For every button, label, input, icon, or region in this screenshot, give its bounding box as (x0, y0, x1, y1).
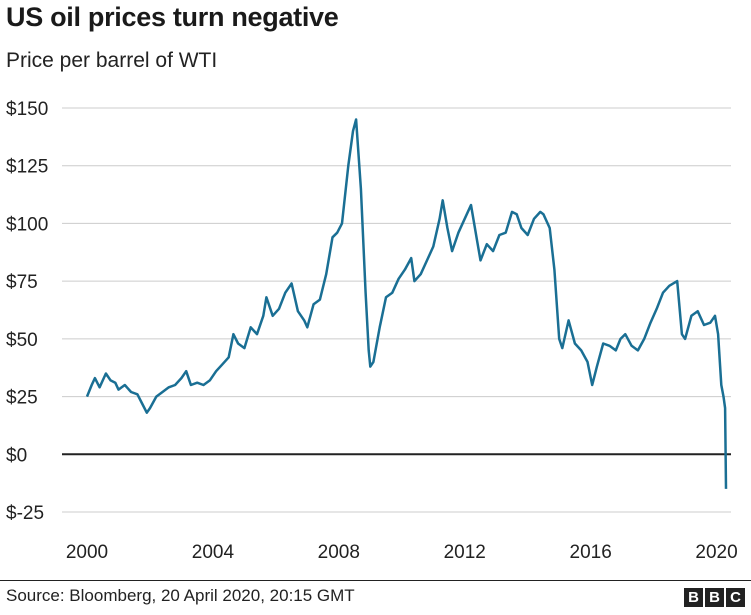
y-tick-label: $50 (6, 330, 38, 351)
y-axis-ticks: $150 $125 $100 $75 $50 $25 $0 $-25 (6, 99, 48, 524)
y-tick-label: $25 (6, 388, 38, 409)
x-tick-label: 2012 (444, 542, 486, 563)
x-axis-ticks: 2000 2004 2008 2012 2016 2020 (66, 542, 738, 563)
chart-title: US oil prices turn negative (6, 2, 339, 32)
y-tick-label: $0 (6, 445, 27, 466)
line-chart: $150 $125 $100 $75 $50 $25 $0 $-25 2000 2004 2008… (6, 99, 738, 563)
x-tick-label: 2008 (318, 542, 360, 563)
y-tick-label: $100 (6, 214, 48, 235)
bbc-logo-letter-b2: B (705, 588, 724, 607)
bbc-logo-letter-b1: B (684, 588, 703, 607)
chart-subtitle: Price per barrel of WTI (6, 49, 218, 72)
series-line-0 (85, 118, 728, 489)
bbc-logo: B B C (684, 588, 745, 607)
y-tick-label: $75 (6, 272, 38, 293)
series-layer (85, 118, 728, 489)
y-tick-label: $150 (6, 99, 48, 120)
footer-divider (0, 580, 751, 581)
grid-lines (62, 107, 731, 513)
y-tick-label: $-25 (6, 503, 44, 524)
bbc-logo-letter-c: C (726, 588, 745, 607)
source-note: Source: Bloomberg, 20 April 2020, 20:15 … (6, 586, 355, 605)
x-tick-label: 2000 (66, 542, 108, 563)
x-tick-label: 2004 (192, 542, 235, 563)
x-tick-label: 2020 (695, 542, 737, 563)
x-tick-label: 2016 (570, 542, 612, 563)
y-tick-label: $125 (6, 157, 48, 178)
